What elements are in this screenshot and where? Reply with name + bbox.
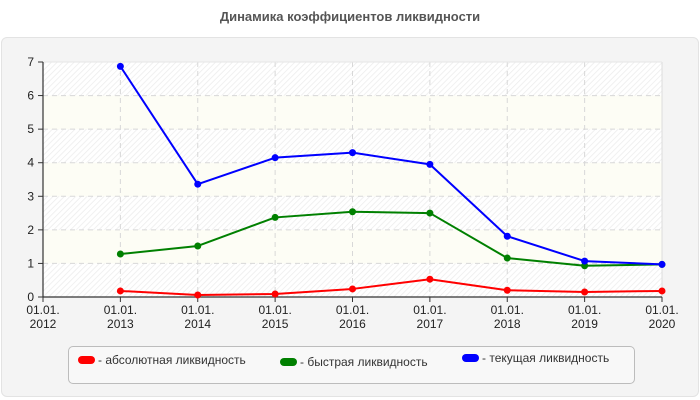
y-tick-label: 3 bbox=[27, 189, 34, 203]
data-series bbox=[116, 62, 666, 299]
x-tick-label: 2015 bbox=[262, 317, 289, 331]
x-tick-label: 2020 bbox=[649, 317, 676, 331]
y-tick-label: 0 bbox=[27, 290, 34, 304]
x-tick-label: 01.01. bbox=[568, 303, 601, 317]
x-tick-label: 01.01. bbox=[336, 303, 369, 317]
x-tick-label: 01.01. bbox=[258, 303, 291, 317]
x-tick-label: 01.01. bbox=[645, 303, 678, 317]
x-tick-label: 01.01. bbox=[181, 303, 214, 317]
chart-title: Динамика коэффициентов ликвидности bbox=[219, 9, 481, 24]
data-point[interactable] bbox=[503, 254, 511, 262]
x-tick-label: 2013 bbox=[107, 317, 134, 331]
data-point[interactable] bbox=[116, 287, 124, 295]
legend-swatch-blue bbox=[462, 354, 479, 362]
legend-swatch-green bbox=[280, 358, 297, 366]
data-point[interactable] bbox=[349, 149, 356, 157]
data-point[interactable] bbox=[271, 290, 279, 298]
data-point[interactable] bbox=[116, 250, 124, 258]
data-point[interactable] bbox=[658, 260, 666, 268]
legend-item-absolute: - абсолютная ликвидность bbox=[78, 353, 246, 367]
data-point[interactable] bbox=[503, 232, 511, 240]
y-tick-label: 6 bbox=[27, 89, 34, 103]
y-tick-label: 7 bbox=[27, 55, 34, 69]
data-point[interactable] bbox=[194, 242, 202, 250]
series-line bbox=[120, 210, 663, 267]
x-tick-label: 01.01. bbox=[413, 303, 446, 317]
axes: 0123456701.01.201201.01.201301.01.201401… bbox=[26, 55, 678, 331]
x-tick-label: 2018 bbox=[494, 317, 521, 331]
data-point[interactable] bbox=[349, 285, 356, 293]
x-tick-label: 01.01. bbox=[491, 303, 524, 317]
legend-label: - быстрая ликвидность bbox=[300, 355, 428, 369]
legend-swatch-red bbox=[78, 356, 95, 364]
legend-label: - абсолютная ликвидность bbox=[98, 353, 246, 367]
x-tick-label: 2016 bbox=[339, 317, 366, 331]
data-point[interactable] bbox=[349, 208, 356, 216]
x-tick-label: 01.01. bbox=[26, 303, 59, 317]
legend: - абсолютная ликвидность - быстрая ликви… bbox=[68, 346, 635, 384]
data-point[interactable] bbox=[426, 209, 434, 217]
y-tick-label: 5 bbox=[27, 122, 34, 136]
legend-item-current: - текущая ликвидность bbox=[462, 351, 609, 365]
legend-label: - текущая ликвидность bbox=[482, 351, 610, 365]
x-tick-label: 2014 bbox=[184, 317, 211, 331]
data-point[interactable] bbox=[581, 257, 589, 265]
data-point[interactable] bbox=[271, 213, 279, 221]
data-point[interactable] bbox=[116, 62, 124, 70]
data-point[interactable] bbox=[581, 288, 589, 296]
legend-item-quick: - быстрая ликвидность bbox=[280, 355, 428, 369]
x-tick-label: 2017 bbox=[417, 317, 444, 331]
x-tick-label: 2019 bbox=[571, 317, 598, 331]
data-point[interactable] bbox=[194, 291, 202, 299]
data-point[interactable] bbox=[426, 160, 434, 168]
series-line bbox=[120, 278, 663, 296]
y-tick-label: 1 bbox=[27, 256, 34, 270]
x-tick-label: 2012 bbox=[30, 317, 57, 331]
y-tick-label: 2 bbox=[27, 223, 34, 237]
data-point[interactable] bbox=[503, 286, 511, 294]
y-tick-label: 4 bbox=[27, 156, 34, 170]
gridlines bbox=[43, 61, 663, 297]
series-line bbox=[119, 65, 663, 266]
data-point[interactable] bbox=[658, 287, 666, 295]
data-point[interactable] bbox=[271, 154, 279, 162]
data-point[interactable] bbox=[426, 275, 434, 283]
data-point[interactable] bbox=[194, 180, 202, 188]
x-tick-label: 01.01. bbox=[104, 303, 137, 317]
